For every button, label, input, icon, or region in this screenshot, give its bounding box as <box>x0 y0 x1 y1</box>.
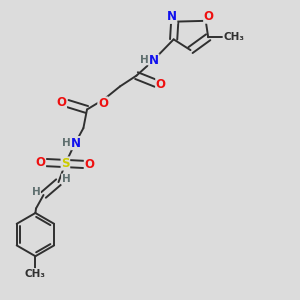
Text: O: O <box>204 10 214 23</box>
Text: H: H <box>61 138 70 148</box>
Text: CH₃: CH₃ <box>25 268 46 279</box>
Text: O: O <box>56 96 67 110</box>
Text: H: H <box>32 187 40 197</box>
Text: N: N <box>167 10 177 23</box>
Text: N: N <box>149 54 159 67</box>
Text: O: O <box>98 97 108 110</box>
Text: O: O <box>35 156 46 169</box>
Text: H: H <box>140 55 148 65</box>
Text: S: S <box>61 157 70 170</box>
Text: H: H <box>61 174 70 184</box>
Text: CH₃: CH₃ <box>223 32 244 42</box>
Text: N: N <box>71 136 81 150</box>
Text: O: O <box>156 78 166 92</box>
Text: O: O <box>84 158 94 171</box>
